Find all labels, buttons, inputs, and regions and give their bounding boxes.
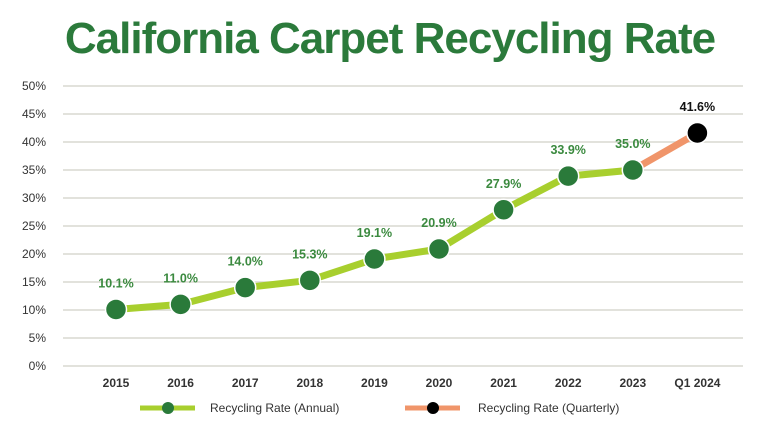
legend-label: Recycling Rate (Quarterly) <box>478 401 619 415</box>
x-tick-label: 2018 <box>296 376 323 390</box>
data-label: 15.3% <box>292 247 327 261</box>
x-tick-label: 2021 <box>490 376 517 390</box>
series-segment <box>437 206 506 252</box>
y-tick-label: 25% <box>22 219 46 233</box>
data-point <box>363 247 386 271</box>
data-label: 14.0% <box>227 255 262 269</box>
legend-label: Recycling Rate (Annual) <box>210 401 339 415</box>
data-label: 10.1% <box>98 276 133 290</box>
data-label: 27.9% <box>486 177 521 191</box>
y-tick-label: 20% <box>22 247 46 261</box>
x-tick-label: 2016 <box>167 376 194 390</box>
legend-marker <box>162 402 174 414</box>
x-tick-label: 2019 <box>361 376 388 390</box>
y-tick-label: 30% <box>22 191 46 205</box>
series-segment <box>501 173 570 213</box>
x-tick-label: Q1 2024 <box>674 376 720 390</box>
data-point <box>298 269 322 292</box>
data-point <box>233 276 257 299</box>
data-point <box>427 237 451 261</box>
y-tick-label: 5% <box>29 331 47 345</box>
data-point <box>492 198 515 222</box>
data-label: 19.1% <box>357 226 392 240</box>
data-point <box>686 121 709 145</box>
data-point <box>169 293 192 316</box>
x-tick-label: 2022 <box>555 376 582 390</box>
x-tick-label: 2017 <box>232 376 259 390</box>
series-segment <box>308 255 376 284</box>
data-label: 20.9% <box>421 216 456 230</box>
y-tick-label: 0% <box>29 359 47 373</box>
data-label: 33.9% <box>550 143 585 157</box>
data-point <box>556 164 580 188</box>
y-tick-label: 10% <box>22 303 46 317</box>
y-tick-label: 40% <box>22 135 46 149</box>
data-point <box>104 298 128 321</box>
chart-title: California Carpet Recycling Rate <box>64 14 716 63</box>
y-tick-label: 15% <box>22 275 46 289</box>
x-tick-label: 2015 <box>103 376 130 390</box>
x-tick-label: 2023 <box>619 376 646 390</box>
series-segment <box>631 130 700 174</box>
y-tick-label: 35% <box>22 163 46 177</box>
y-tick-label: 50% <box>22 79 46 93</box>
x-tick-label: 2020 <box>426 376 453 390</box>
data-label: 35.0% <box>615 137 650 151</box>
data-label: 11.0% <box>163 271 198 285</box>
legend-marker <box>427 402 439 414</box>
data-point <box>621 158 645 182</box>
data-label: 41.6% <box>680 100 715 114</box>
y-tick-label: 45% <box>22 107 46 121</box>
